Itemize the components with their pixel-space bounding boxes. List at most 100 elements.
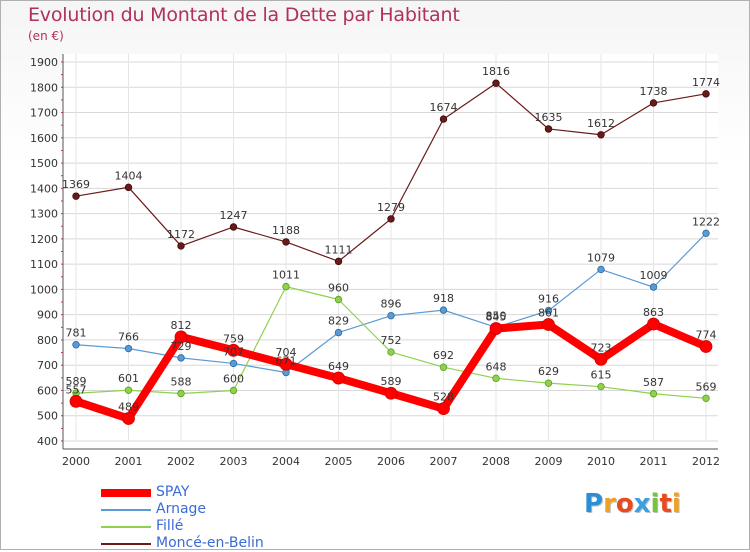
legend-label: Arnage — [156, 501, 207, 517]
data-point — [282, 238, 290, 246]
data-point — [387, 311, 395, 320]
data-point — [334, 328, 343, 337]
data-point — [334, 295, 343, 304]
legend-item: SPAY — [101, 484, 321, 501]
x-tick-label: 2001 — [115, 455, 143, 468]
data-label: 704 — [276, 346, 297, 359]
data-point — [122, 412, 135, 425]
data-point — [387, 348, 395, 356]
data-point — [702, 229, 710, 238]
data-point — [229, 223, 238, 231]
x-tick-label: 2009 — [535, 455, 563, 468]
data-label: 671 — [276, 355, 297, 368]
data-label: 918 — [433, 292, 454, 305]
x-tick-label: 2007 — [430, 455, 458, 468]
y-tick-label: 400 — [37, 435, 58, 448]
data-point — [647, 317, 660, 331]
x-tick-label: 2005 — [325, 455, 353, 468]
legend-label: Fillé — [156, 518, 184, 534]
data-point — [597, 265, 605, 274]
data-label: 1188 — [272, 224, 300, 237]
data-label: 589 — [381, 375, 402, 388]
logo-letter: i — [650, 489, 660, 519]
data-point — [649, 99, 658, 107]
y-tick-label: 800 — [37, 334, 58, 347]
data-label: 729 — [171, 340, 192, 353]
data-label: 589 — [66, 375, 87, 388]
y-tick-label: 1100 — [30, 258, 58, 271]
data-point — [439, 115, 448, 123]
data-point — [439, 363, 448, 371]
data-point — [649, 283, 658, 291]
data-point — [544, 306, 553, 315]
legend-item: Fillé — [101, 518, 321, 535]
logo-letter: r — [603, 489, 616, 519]
data-label: 629 — [538, 365, 559, 378]
y-tick-label: 600 — [37, 384, 58, 397]
x-tick-label: 2000 — [62, 455, 90, 468]
chart-subtitle: (en €) — [28, 29, 64, 43]
data-label: 1674 — [430, 101, 458, 114]
x-tick-label: 2002 — [167, 455, 195, 468]
data-label: 723 — [591, 341, 612, 354]
legend-swatch — [101, 543, 151, 545]
y-tick-label: 1800 — [30, 81, 58, 94]
data-point — [384, 386, 398, 400]
data-point — [544, 125, 553, 133]
data-label: 1816 — [482, 65, 510, 78]
proxiti-logo: Proxiti — [584, 489, 681, 519]
x-tick-label: 2003 — [220, 455, 248, 468]
data-label: 707 — [223, 345, 244, 358]
y-tick-label: 1000 — [30, 283, 58, 296]
data-label: 829 — [328, 315, 349, 328]
data-point — [124, 183, 133, 192]
data-label: 960 — [328, 282, 349, 295]
legend-item: Arnage — [101, 501, 321, 518]
data-point — [124, 344, 133, 353]
data-point — [544, 379, 553, 387]
data-point — [124, 386, 133, 394]
y-tick-label: 1900 — [30, 56, 58, 69]
data-point — [597, 131, 605, 139]
y-tick-label: 1600 — [30, 132, 58, 145]
logo-letter: t — [659, 489, 672, 519]
data-label: 1404 — [115, 169, 143, 182]
y-tick-label: 1300 — [30, 208, 58, 221]
data-point — [332, 371, 345, 385]
data-label: 850 — [486, 309, 507, 322]
data-label: 648 — [486, 360, 507, 373]
data-label: 863 — [643, 306, 664, 319]
data-label: 1172 — [167, 228, 195, 241]
data-label: 759 — [223, 332, 244, 345]
y-tick-label: 1700 — [30, 107, 58, 120]
logo-letter: i — [671, 489, 681, 519]
data-point — [597, 382, 605, 391]
data-label: 1774 — [692, 76, 720, 89]
legend-swatch — [101, 526, 151, 528]
data-label: 600 — [223, 372, 244, 385]
x-tick-label: 2004 — [272, 455, 300, 468]
data-point — [69, 394, 83, 408]
data-label: 649 — [328, 360, 349, 373]
data-label: 1222 — [692, 215, 720, 228]
data-label: 615 — [591, 369, 612, 382]
data-label: 752 — [381, 334, 402, 347]
y-tick-label: 1200 — [30, 233, 58, 246]
legend-swatch — [101, 509, 151, 511]
data-point — [492, 79, 500, 87]
x-tick-label: 2011 — [640, 455, 668, 468]
legend-swatch — [101, 489, 151, 497]
data-point — [72, 192, 80, 200]
data-point — [489, 322, 503, 335]
data-label: 528 — [433, 391, 454, 404]
y-tick-label: 1500 — [30, 157, 58, 170]
data-label: 774 — [696, 329, 717, 342]
data-label: 1635 — [535, 111, 563, 124]
data-point — [699, 340, 713, 353]
data-point — [542, 318, 555, 331]
data-point — [229, 359, 238, 368]
legend-label: SPAY — [156, 484, 190, 500]
logo-letter: o — [615, 489, 634, 519]
